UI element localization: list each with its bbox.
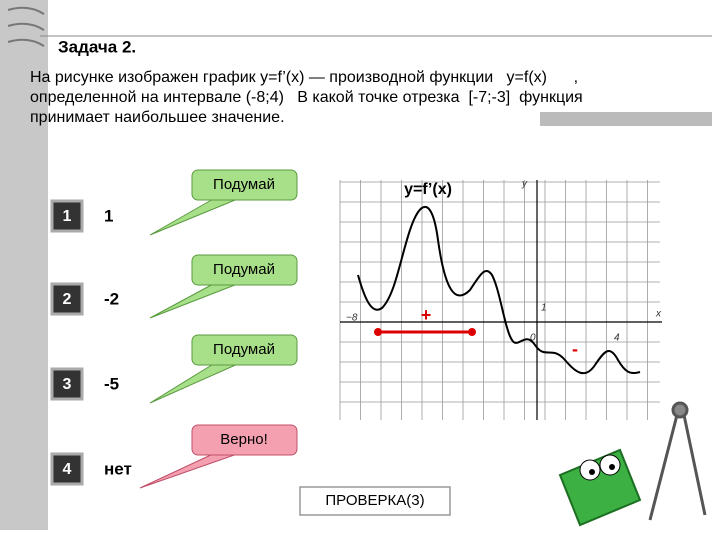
- option-box[interactable]: [50, 282, 84, 316]
- task-title: Задача 2.: [58, 37, 136, 56]
- underline-bar: [540, 112, 712, 126]
- option-box[interactable]: [50, 367, 84, 401]
- callout: [191, 254, 298, 286]
- axis-label: 0: [530, 333, 536, 344]
- option-number[interactable]: 3: [63, 376, 72, 393]
- problem-line: На рисунке изображен график y=f’(x) — пр…: [30, 69, 578, 86]
- derivative-curve: [357, 205, 641, 375]
- option-box[interactable]: [50, 452, 84, 486]
- callout: [191, 334, 298, 366]
- callout-text: Подумай: [213, 261, 275, 278]
- axis-label: 4: [614, 333, 620, 344]
- option-answer[interactable]: -2: [104, 289, 119, 308]
- option-number[interactable]: 2: [63, 291, 72, 308]
- sign-minus: -: [572, 339, 578, 359]
- option-answer[interactable]: -5: [104, 374, 119, 393]
- graph-label: y=f’(x): [404, 181, 452, 198]
- spiral: [7, 6, 45, 47]
- option-number[interactable]: 1: [63, 208, 72, 225]
- callout-text: Подумай: [213, 176, 275, 193]
- option-number[interactable]: 4: [63, 461, 72, 478]
- axis-label: y: [521, 179, 528, 190]
- callout-text: Подумай: [213, 341, 275, 358]
- callout: [191, 424, 298, 456]
- mascot: [558, 448, 642, 527]
- option-answer[interactable]: 1: [104, 206, 113, 225]
- problem-line: принимает наибольшее значение.: [30, 109, 285, 126]
- option-answer[interactable]: нет: [104, 459, 132, 478]
- side-band: [0, 0, 48, 530]
- axis-label: 1: [541, 303, 547, 314]
- axis-label: x: [655, 309, 662, 320]
- segment-end: [468, 328, 476, 336]
- segment-end: [374, 328, 382, 336]
- callout-text: Верно!: [220, 431, 267, 448]
- axis-label: −8: [346, 313, 358, 324]
- check-button[interactable]: [299, 486, 451, 516]
- option-box[interactable]: [50, 199, 84, 233]
- compass: [648, 401, 707, 521]
- slide-bg: [48, 0, 720, 540]
- sign-plus: +: [421, 305, 432, 325]
- problem-line: определенной на интервале (-8;4) В какой…: [30, 89, 583, 106]
- callout: [191, 169, 298, 201]
- check-button-label[interactable]: ПРОВЕРКА(3): [325, 492, 424, 509]
- options: 1 1 Подумай 2 -2 Подумай 3 -5 Подумай 4 нет Верно!: [50, 169, 298, 489]
